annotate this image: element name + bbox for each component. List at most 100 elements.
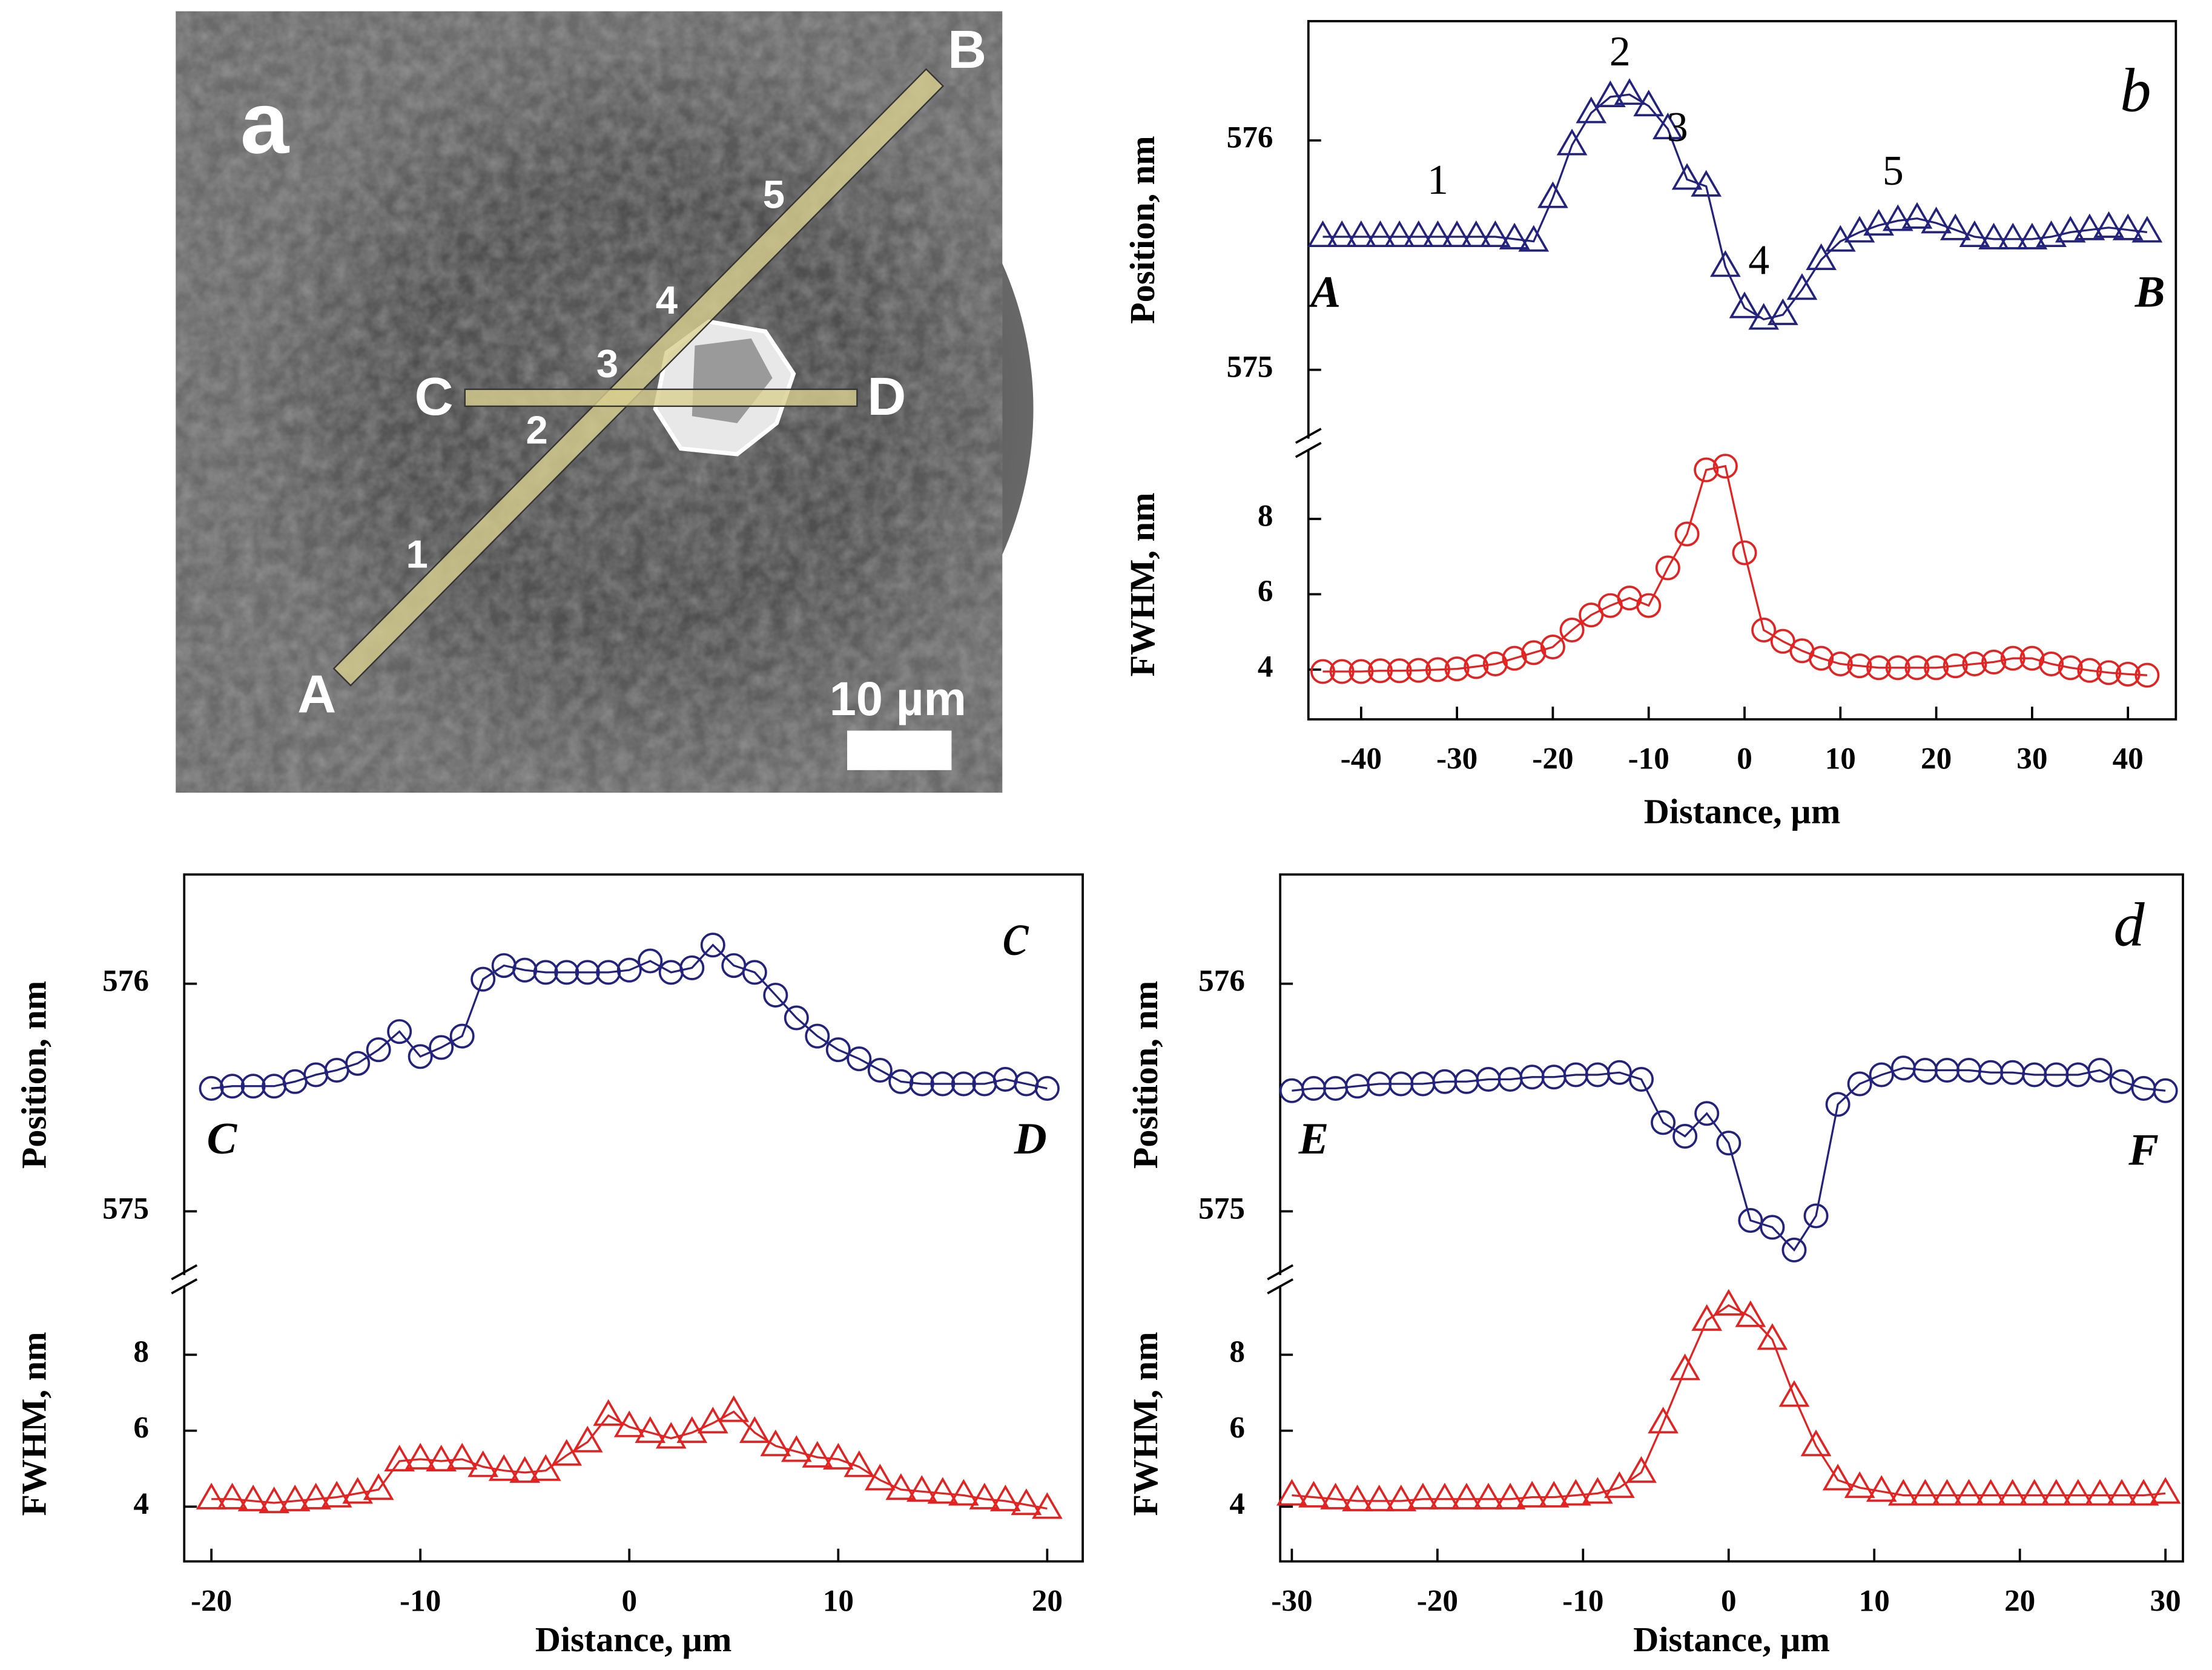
marker bbox=[1473, 1482, 1504, 1510]
marker bbox=[237, 1484, 269, 1511]
marker bbox=[554, 960, 579, 985]
marker bbox=[718, 1395, 750, 1422]
x-axis-label: Distance, µm bbox=[1633, 1620, 1830, 1659]
marker bbox=[760, 1429, 791, 1456]
x-tick-label: -10 bbox=[1562, 1583, 1603, 1618]
marker bbox=[927, 1477, 959, 1504]
marker bbox=[1655, 555, 1680, 581]
y-tick-label: 4 bbox=[1258, 650, 1273, 684]
axis-break-gap bbox=[1276, 1275, 1285, 1287]
marker bbox=[1461, 220, 1492, 248]
point-label: D bbox=[867, 366, 906, 426]
y-tick-label: 576 bbox=[102, 963, 149, 998]
marker bbox=[1901, 202, 1933, 229]
marker bbox=[1032, 1492, 1063, 1519]
scale-bar bbox=[847, 730, 952, 770]
marker bbox=[1910, 1479, 1941, 1506]
x-tick-label: 20 bbox=[1921, 742, 1952, 776]
marker bbox=[1751, 618, 1777, 643]
marker bbox=[1694, 1101, 1720, 1126]
marker bbox=[2039, 652, 2064, 677]
y-tick-label: 576 bbox=[1198, 963, 1245, 998]
marker bbox=[2055, 216, 2086, 243]
y-tick-label: 6 bbox=[1229, 1411, 1245, 1445]
marker bbox=[1781, 1237, 1807, 1262]
panel-label: a bbox=[240, 73, 290, 171]
marker bbox=[906, 1475, 937, 1502]
marker bbox=[1847, 1071, 1872, 1097]
marker bbox=[805, 1023, 830, 1049]
marker bbox=[342, 1477, 374, 1504]
marker bbox=[1537, 181, 1568, 208]
y-tick-label: 8 bbox=[1258, 499, 1273, 533]
marker bbox=[1748, 303, 1780, 330]
marker bbox=[363, 1473, 394, 1500]
marker bbox=[1786, 273, 1818, 300]
marker bbox=[572, 1425, 603, 1453]
marker bbox=[1633, 90, 1665, 117]
marker-label: 5 bbox=[763, 172, 785, 216]
marker bbox=[1953, 1479, 1984, 1506]
marker bbox=[781, 1435, 812, 1462]
marker bbox=[1924, 655, 1949, 681]
marker bbox=[551, 1439, 583, 1466]
marker bbox=[948, 1479, 979, 1506]
marker bbox=[1806, 243, 1837, 270]
frame bbox=[183, 873, 1084, 1563]
marker bbox=[530, 1454, 561, 1481]
marker bbox=[404, 1442, 436, 1470]
endpoint-label: F bbox=[2128, 1126, 2159, 1175]
marker bbox=[1365, 220, 1396, 248]
panel-label: b bbox=[2120, 56, 2151, 125]
y-axis-label: FWHM, nm bbox=[1126, 1332, 1165, 1516]
x-tick-label: -10 bbox=[400, 1583, 441, 1618]
marker bbox=[1298, 1480, 1329, 1508]
marker bbox=[638, 948, 663, 974]
marker bbox=[199, 1076, 224, 1101]
marker bbox=[1521, 640, 1547, 665]
marker bbox=[1326, 220, 1358, 248]
marker bbox=[384, 1444, 415, 1472]
marker bbox=[847, 1046, 872, 1072]
marker bbox=[1729, 291, 1760, 318]
marker bbox=[1540, 635, 1565, 660]
x-tick-label: 10 bbox=[1825, 742, 1856, 776]
marker bbox=[844, 1450, 875, 1477]
axis-break bbox=[1295, 441, 1322, 458]
marker bbox=[676, 1416, 708, 1443]
y-tick-label: 8 bbox=[1229, 1335, 1245, 1369]
marker bbox=[387, 1019, 412, 1045]
marker bbox=[888, 1069, 914, 1094]
marker bbox=[217, 1482, 248, 1510]
marker bbox=[1869, 1062, 1894, 1087]
marker bbox=[1863, 209, 1894, 236]
marker bbox=[1441, 220, 1473, 248]
marker bbox=[616, 957, 642, 983]
y-tick-label: 575 bbox=[102, 1191, 149, 1226]
marker bbox=[2096, 660, 2122, 685]
x-tick-label: 10 bbox=[823, 1583, 854, 1618]
marker bbox=[2077, 658, 2102, 683]
marker bbox=[1651, 1110, 1676, 1135]
x-tick-label: -30 bbox=[1436, 742, 1477, 776]
marker bbox=[1824, 225, 1856, 252]
marker bbox=[240, 1074, 266, 1099]
axis-break bbox=[1267, 1278, 1294, 1295]
point-label: A bbox=[297, 664, 336, 724]
marker bbox=[1844, 216, 1875, 243]
y-axis-label: Position, nm bbox=[1123, 136, 1162, 324]
marker bbox=[1652, 112, 1683, 140]
marker bbox=[1825, 1092, 1850, 1117]
marker bbox=[220, 1074, 245, 1099]
y-axis-label: FWHM, nm bbox=[14, 1332, 53, 1516]
marker bbox=[763, 982, 788, 1008]
marker bbox=[1629, 1067, 1654, 1092]
x-tick-label: 40 bbox=[2113, 742, 2144, 776]
chart-panel: -30 -20 -10 0 10 20 30 Distance, µm 575 576 Positi… bbox=[1126, 873, 2184, 1659]
marker bbox=[1329, 659, 1355, 684]
marker bbox=[1997, 222, 2029, 249]
point-label: B bbox=[948, 19, 986, 79]
marker bbox=[2041, 1479, 2072, 1506]
endpoint-label: A bbox=[1308, 268, 1341, 317]
